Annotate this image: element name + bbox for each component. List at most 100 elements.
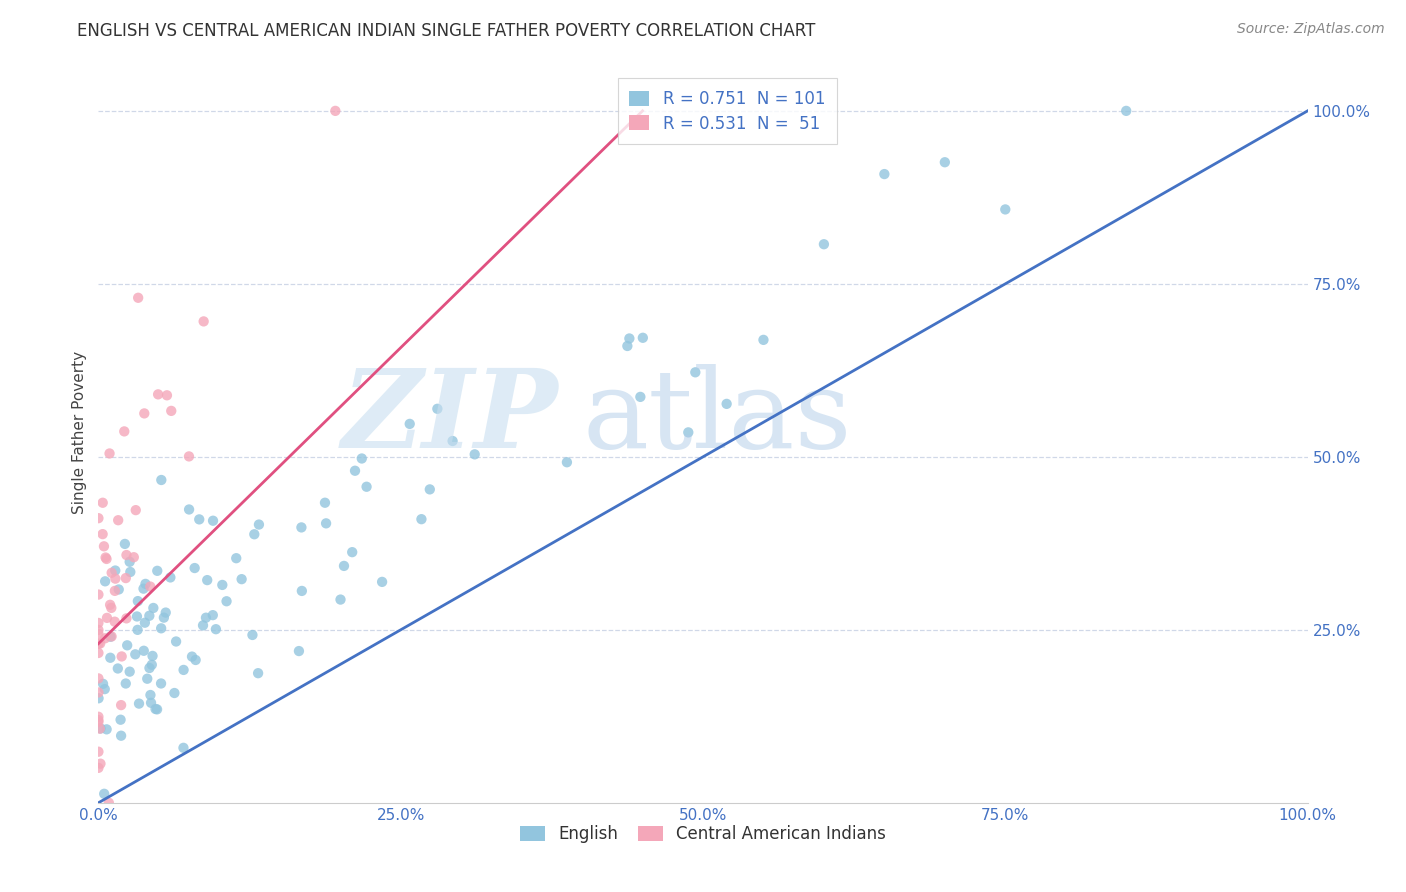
Point bbox=[173, 663, 195, 677]
Point bbox=[994, 202, 1017, 217]
Point bbox=[619, 331, 641, 345]
Point bbox=[94, 682, 117, 697]
Point bbox=[247, 517, 270, 532]
Point bbox=[243, 527, 266, 541]
Point bbox=[628, 390, 651, 404]
Point bbox=[184, 653, 207, 667]
Point bbox=[87, 623, 110, 637]
Point bbox=[139, 696, 162, 710]
Point bbox=[104, 564, 127, 578]
Point bbox=[115, 548, 138, 562]
Point bbox=[114, 571, 136, 585]
Point bbox=[138, 608, 160, 623]
Point bbox=[87, 685, 110, 699]
Point bbox=[107, 661, 129, 675]
Point bbox=[87, 637, 110, 651]
Point bbox=[314, 496, 336, 510]
Point bbox=[87, 691, 110, 706]
Point bbox=[464, 447, 486, 461]
Point bbox=[426, 401, 449, 416]
Point bbox=[87, 710, 110, 724]
Point bbox=[183, 561, 205, 575]
Point bbox=[195, 573, 218, 587]
Point bbox=[441, 434, 464, 448]
Point bbox=[225, 551, 247, 566]
Point bbox=[194, 610, 217, 624]
Point bbox=[146, 387, 169, 401]
Point bbox=[201, 608, 224, 623]
Point bbox=[87, 646, 110, 660]
Point bbox=[100, 630, 122, 644]
Point bbox=[134, 615, 156, 630]
Point bbox=[134, 577, 156, 591]
Point bbox=[315, 516, 337, 531]
Point bbox=[89, 756, 111, 771]
Point bbox=[89, 636, 111, 650]
Point bbox=[125, 609, 148, 624]
Point bbox=[93, 539, 115, 553]
Point bbox=[153, 610, 176, 624]
Point bbox=[107, 582, 129, 597]
Point bbox=[127, 623, 149, 637]
Point bbox=[96, 611, 118, 625]
Point bbox=[98, 598, 121, 612]
Point bbox=[150, 473, 173, 487]
Text: Source: ZipAtlas.com: Source: ZipAtlas.com bbox=[1237, 22, 1385, 37]
Point bbox=[139, 688, 162, 702]
Point bbox=[98, 650, 121, 665]
Point bbox=[110, 713, 132, 727]
Point bbox=[94, 574, 117, 589]
Point bbox=[138, 661, 160, 675]
Point bbox=[172, 740, 194, 755]
Point bbox=[333, 558, 356, 573]
Point bbox=[205, 622, 228, 636]
Point bbox=[177, 502, 200, 516]
Point bbox=[146, 564, 169, 578]
Point bbox=[87, 511, 110, 525]
Text: atlas: atlas bbox=[582, 364, 852, 471]
Point bbox=[141, 657, 163, 672]
Point bbox=[132, 582, 155, 596]
Point bbox=[156, 388, 179, 402]
Point bbox=[411, 512, 433, 526]
Point bbox=[231, 572, 253, 586]
Point bbox=[344, 464, 367, 478]
Point bbox=[716, 397, 738, 411]
Point bbox=[87, 615, 110, 630]
Point bbox=[87, 745, 110, 759]
Point bbox=[159, 570, 181, 584]
Point bbox=[329, 592, 352, 607]
Point bbox=[139, 580, 162, 594]
Point bbox=[934, 155, 956, 169]
Point bbox=[120, 565, 142, 579]
Point bbox=[211, 578, 233, 592]
Point bbox=[631, 331, 654, 345]
Point bbox=[340, 545, 363, 559]
Point bbox=[127, 291, 149, 305]
Point bbox=[100, 630, 122, 644]
Point bbox=[146, 702, 169, 716]
Point bbox=[91, 527, 114, 541]
Point bbox=[97, 796, 120, 810]
Point bbox=[87, 713, 110, 727]
Point bbox=[107, 513, 129, 527]
Point bbox=[678, 425, 700, 440]
Point bbox=[142, 601, 165, 615]
Point bbox=[122, 550, 145, 565]
Point bbox=[873, 167, 896, 181]
Point bbox=[94, 550, 117, 565]
Point bbox=[291, 583, 314, 598]
Text: ENGLISH VS CENTRAL AMERICAN INDIAN SINGLE FATHER POVERTY CORRELATION CHART: ENGLISH VS CENTRAL AMERICAN INDIAN SINGL… bbox=[77, 22, 815, 40]
Point bbox=[115, 638, 138, 652]
Point bbox=[100, 566, 122, 580]
Point bbox=[100, 600, 122, 615]
Point bbox=[247, 666, 270, 681]
Point bbox=[110, 729, 132, 743]
Point bbox=[87, 714, 110, 729]
Point bbox=[685, 365, 707, 379]
Point bbox=[91, 496, 114, 510]
Point bbox=[191, 618, 214, 632]
Point bbox=[104, 615, 127, 629]
Point bbox=[111, 649, 134, 664]
Point bbox=[150, 676, 173, 690]
